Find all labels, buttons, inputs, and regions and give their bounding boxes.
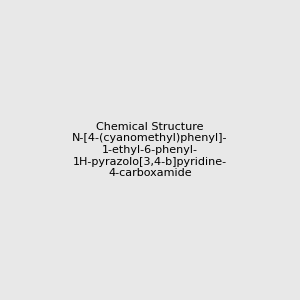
Text: Chemical Structure
N-[4-(cyanomethyl)phenyl]-
1-ethyl-6-phenyl-
1H-pyrazolo[3,4-: Chemical Structure N-[4-(cyanomethyl)phe…: [72, 122, 228, 178]
